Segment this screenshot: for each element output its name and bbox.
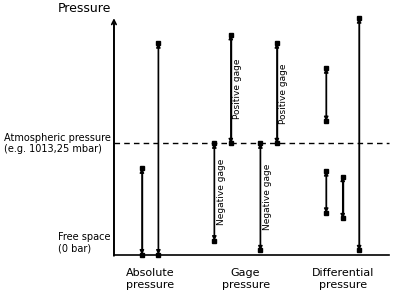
Text: Negative gage: Negative gage <box>217 159 226 225</box>
Text: Differential
pressure: Differential pressure <box>312 268 374 290</box>
Text: Gage
pressure: Gage pressure <box>222 268 270 290</box>
Text: Positive gage: Positive gage <box>234 59 242 119</box>
Text: Absolute
pressure: Absolute pressure <box>126 268 174 290</box>
Text: Pressure: Pressure <box>57 2 111 15</box>
Text: Negative gage: Negative gage <box>263 164 272 230</box>
Text: Free space
(0 bar): Free space (0 bar) <box>58 232 111 253</box>
Text: Atmospheric pressure
(e.g. 1013,25 mbar): Atmospheric pressure (e.g. 1013,25 mbar) <box>4 132 111 154</box>
Text: Positive gage: Positive gage <box>280 63 288 124</box>
